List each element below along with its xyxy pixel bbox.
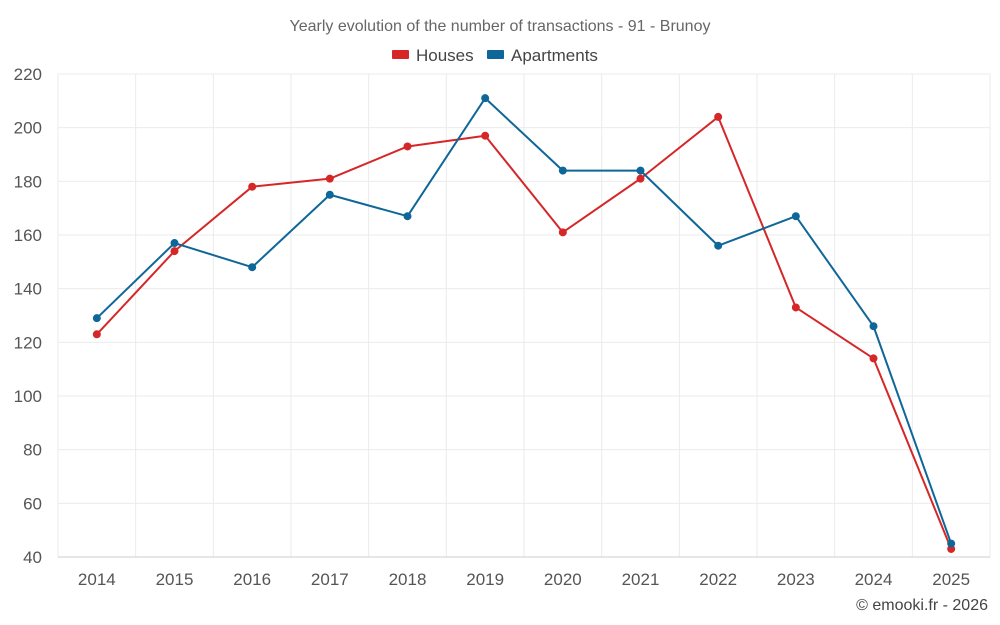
y-tick-label: 160 [14, 226, 42, 245]
y-tick-label: 200 [14, 119, 42, 138]
data-point-houses[interactable] [636, 174, 645, 183]
data-point-apartments[interactable] [869, 322, 878, 331]
chart-title: Yearly evolution of the number of transa… [290, 18, 711, 35]
y-tick-label: 140 [14, 280, 42, 299]
y-tick-label: 80 [23, 441, 42, 460]
legend-item-houses[interactable]: Houses [392, 46, 474, 65]
data-point-apartments[interactable] [791, 212, 800, 221]
data-point-houses[interactable] [92, 330, 101, 339]
data-point-houses[interactable] [325, 174, 334, 183]
x-tick-label: 2019 [466, 570, 504, 589]
y-tick-label: 120 [14, 333, 42, 352]
series-line-apartments [96, 97, 953, 544]
data-point-apartments[interactable] [636, 166, 645, 175]
series [92, 94, 956, 553]
y-tick-label: 100 [14, 387, 42, 406]
legend-swatch-apartments [487, 50, 504, 59]
data-point-houses[interactable] [558, 228, 567, 237]
data-point-apartments[interactable] [403, 212, 412, 221]
x-tick-label: 2020 [544, 570, 582, 589]
x-tick-label: 2018 [389, 570, 427, 589]
x-tick-label: 2015 [156, 570, 194, 589]
data-point-houses[interactable] [481, 131, 490, 140]
data-point-houses[interactable] [170, 247, 179, 256]
x-tick-label: 2022 [699, 570, 737, 589]
data-point-apartments[interactable] [947, 539, 956, 548]
data-point-apartments[interactable] [481, 94, 490, 103]
legend-swatch-houses [392, 50, 409, 59]
data-point-houses[interactable] [403, 142, 412, 151]
data-point-apartments[interactable] [714, 241, 723, 250]
data-point-houses[interactable] [248, 182, 257, 191]
data-point-apartments[interactable] [92, 314, 101, 323]
data-point-apartments[interactable] [248, 263, 257, 272]
data-point-apartments[interactable] [170, 239, 179, 248]
y-tick-label: 60 [23, 494, 42, 513]
x-tick-label: 2024 [855, 570, 893, 589]
data-point-houses[interactable] [869, 354, 878, 363]
credit: © emooki.fr - 2026 [856, 597, 988, 614]
y-tick-label: 40 [23, 548, 42, 567]
legend-item-apartments[interactable]: Apartments [487, 46, 598, 65]
data-point-houses[interactable] [791, 303, 800, 312]
x-tick-label: 2017 [311, 570, 349, 589]
x-tick-label: 2023 [777, 570, 815, 589]
data-point-apartments[interactable] [558, 166, 567, 175]
data-point-apartments[interactable] [325, 190, 334, 199]
y-tick-label: 220 [14, 65, 42, 84]
x-tick-label: 2025 [932, 570, 970, 589]
legend: Houses Apartments [392, 46, 598, 65]
y-tick-label: 180 [14, 172, 42, 191]
x-tick-label: 2021 [622, 570, 660, 589]
x-tick-label: 2016 [233, 570, 271, 589]
data-point-houses[interactable] [714, 112, 723, 121]
y-axis-ticks: 220 200 180 160 140 120 100 80 60 40 [14, 65, 42, 567]
grid [57, 73, 991, 558]
x-tick-label: 2014 [78, 570, 116, 589]
series-apartments [92, 94, 956, 548]
legend-label-apartments: Apartments [511, 46, 598, 65]
series-line-houses [96, 115, 953, 550]
x-axis-ticks: 2014 2015 2016 2017 2018 2019 2020 2021 2022 2023… [78, 570, 970, 589]
series-houses [92, 112, 956, 553]
legend-label-houses: Houses [416, 46, 474, 65]
